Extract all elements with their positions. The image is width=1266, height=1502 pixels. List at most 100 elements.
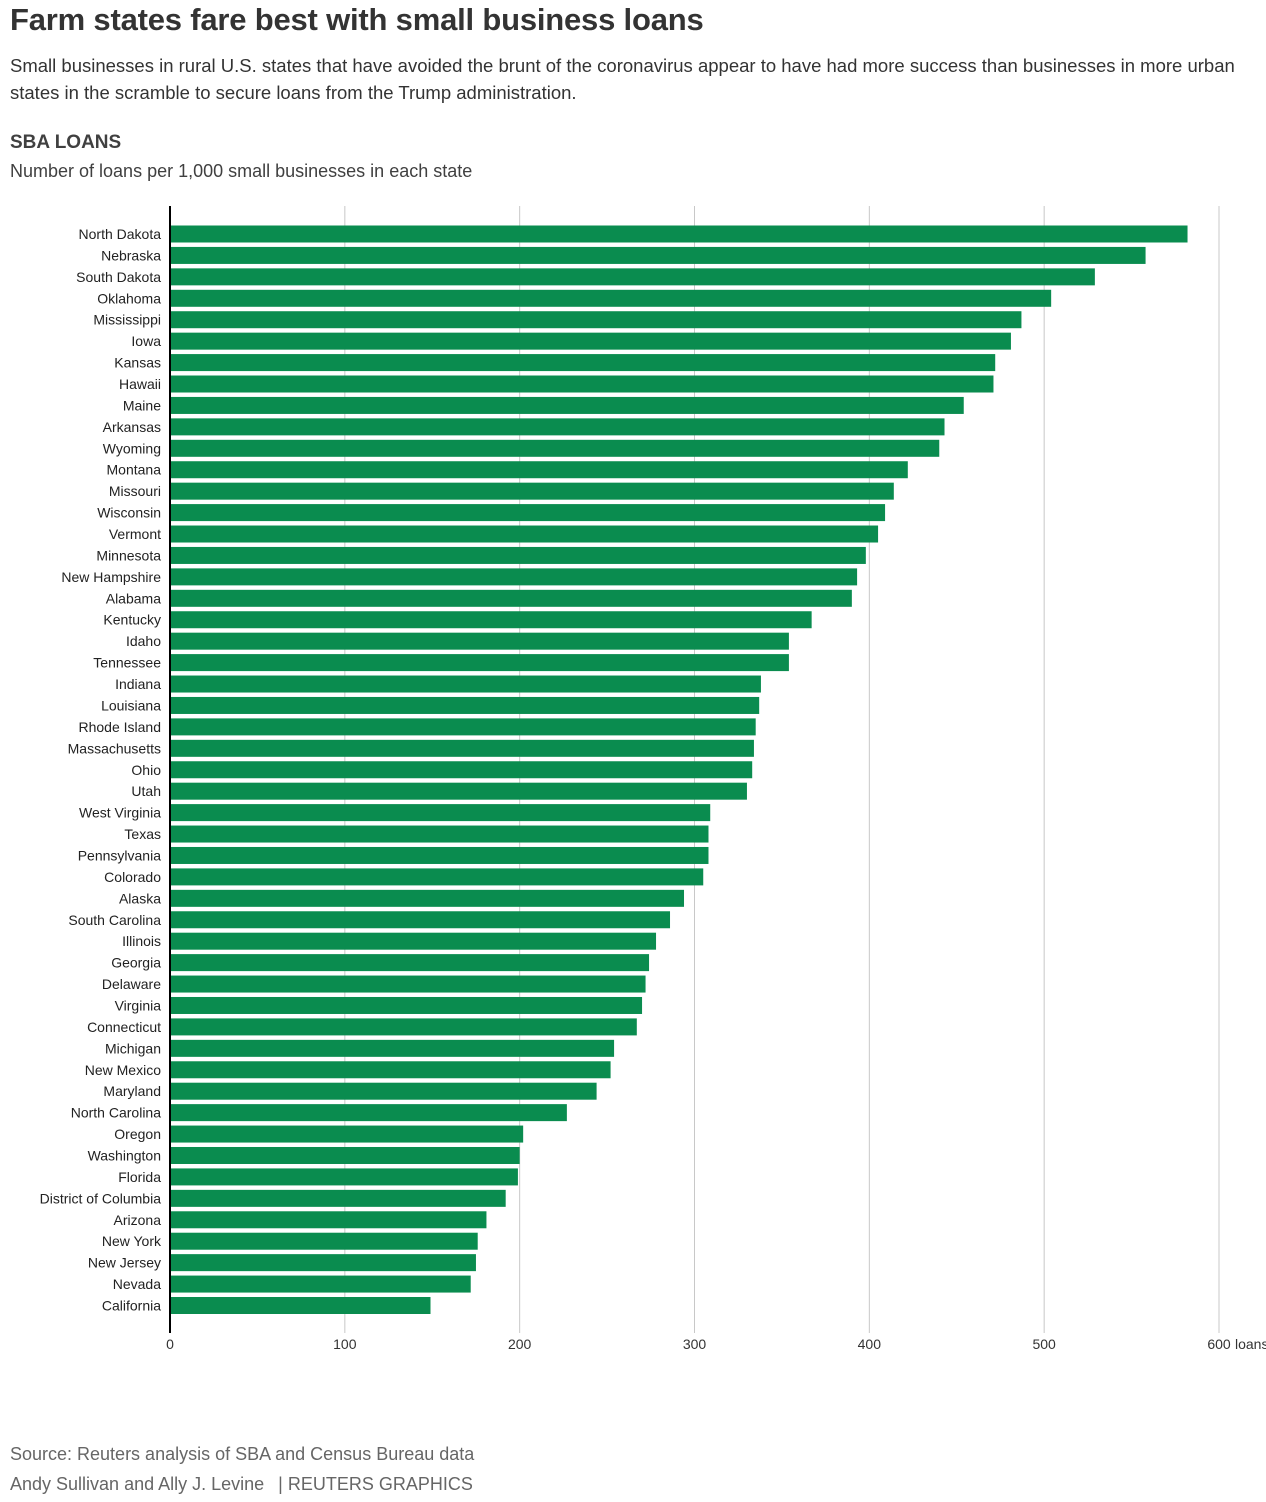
category-label: Minnesota — [96, 547, 161, 563]
bar — [170, 761, 753, 779]
bar-chart: North Dakota Nebraska South Dakota Oklahoma… — [40, 206, 1266, 1352]
category-label: New Jersey — [88, 1255, 161, 1271]
category-label: Louisiana — [101, 697, 161, 713]
category-label: Washington — [88, 1147, 161, 1163]
x-axis-ticks: 0 100 200 300 400 500 600 loans — [166, 1336, 1266, 1352]
category-label: Oklahoma — [97, 290, 161, 306]
category-label: Maine — [123, 397, 161, 413]
category-label: Arizona — [114, 1212, 162, 1228]
x-tick-label: 100 — [333, 1336, 357, 1352]
bar — [170, 739, 754, 757]
credit: | REUTERS GRAPHICS — [278, 1474, 473, 1494]
bar — [170, 632, 789, 650]
bar — [170, 375, 994, 393]
bar — [170, 996, 643, 1014]
category-label: Hawaii — [119, 376, 161, 392]
bar — [170, 1189, 506, 1207]
bar — [170, 889, 685, 907]
category-label: Tennessee — [93, 655, 161, 671]
bar — [170, 268, 1095, 286]
category-label: Missouri — [109, 483, 161, 499]
bar — [170, 525, 879, 543]
bar — [170, 225, 1188, 243]
bar — [170, 911, 671, 929]
bar — [170, 825, 709, 843]
bar — [170, 696, 760, 714]
category-label: Arkansas — [103, 419, 161, 435]
category-label: Wyoming — [103, 440, 161, 456]
category-label: Kentucky — [103, 612, 161, 628]
category-label: Utah — [131, 783, 161, 799]
bar — [170, 568, 858, 586]
category-label: New Mexico — [85, 1062, 161, 1078]
category-label: Wisconsin — [97, 505, 161, 521]
bar — [170, 932, 657, 950]
bar — [170, 1146, 520, 1164]
byline: Andy Sullivan and Ally J. Levine | REUTER… — [10, 1474, 473, 1495]
category-label: Idaho — [126, 633, 161, 649]
chart-description: Small businesses in rural U.S. states th… — [10, 55, 1235, 103]
bar — [170, 246, 1146, 264]
category-label: West Virginia — [79, 805, 161, 821]
bar — [170, 289, 1052, 307]
bar — [170, 782, 747, 800]
bar — [170, 1039, 615, 1057]
category-label: Montana — [107, 462, 162, 478]
bar — [170, 1211, 487, 1229]
category-label: New Hampshire — [61, 569, 161, 585]
category-label: Texas — [124, 826, 161, 842]
bar — [170, 718, 756, 736]
x-tick-label: 0 — [166, 1336, 174, 1352]
category-label: Mississippi — [93, 312, 161, 328]
category-label: Georgia — [111, 955, 161, 971]
bar — [170, 1061, 611, 1079]
category-label: Delaware — [102, 976, 161, 992]
authors: Andy Sullivan and Ally J. Levine — [10, 1474, 265, 1494]
bar — [170, 589, 852, 607]
bar — [170, 1232, 478, 1250]
bar — [170, 1275, 471, 1293]
bar — [170, 868, 704, 886]
bar — [170, 1104, 567, 1122]
category-label: Connecticut — [87, 1019, 161, 1035]
x-tick-label: 500 — [1032, 1336, 1056, 1352]
bar — [170, 975, 646, 993]
category-label: California — [102, 1298, 161, 1314]
x-axis-unit: loans — [1235, 1336, 1266, 1352]
category-label: South Dakota — [76, 269, 161, 285]
bar — [170, 654, 789, 672]
bar — [170, 611, 812, 629]
category-label: Michigan — [105, 1040, 161, 1056]
bar — [170, 504, 886, 522]
category-label: Iowa — [131, 333, 161, 349]
x-tick-label: 200 — [508, 1336, 532, 1352]
category-label: Vermont — [109, 526, 161, 542]
category-label: North Carolina — [71, 1105, 161, 1121]
category-label: Alabama — [106, 590, 161, 606]
category-label: Oregon — [114, 1126, 161, 1142]
category-label: Rhode Island — [78, 719, 161, 735]
bar — [170, 804, 711, 822]
category-label: Virginia — [115, 997, 162, 1013]
category-label: Florida — [118, 1169, 161, 1185]
category-label: Alaska — [119, 890, 161, 906]
category-label: Nevada — [113, 1276, 161, 1292]
bars — [170, 225, 1188, 1314]
category-label: Massachusetts — [68, 740, 161, 756]
category-label: New York — [102, 1233, 162, 1249]
bar — [170, 332, 1011, 350]
bar — [170, 461, 908, 479]
category-label: Indiana — [115, 676, 161, 692]
bar — [170, 1082, 597, 1100]
x-tick-label: 300 — [683, 1336, 707, 1352]
x-tick-label: 600 — [1207, 1336, 1231, 1352]
bar — [170, 954, 650, 972]
category-label: North Dakota — [79, 226, 162, 242]
category-label: Nebraska — [101, 247, 161, 263]
bar — [170, 1125, 524, 1143]
category-label: South Carolina — [68, 912, 161, 928]
category-label: Illinois — [122, 933, 161, 949]
category-label: Pennsylvania — [78, 847, 161, 863]
section-subtitle: Number of loans per 1,000 small business… — [10, 161, 473, 181]
category-label: Kansas — [114, 355, 161, 371]
